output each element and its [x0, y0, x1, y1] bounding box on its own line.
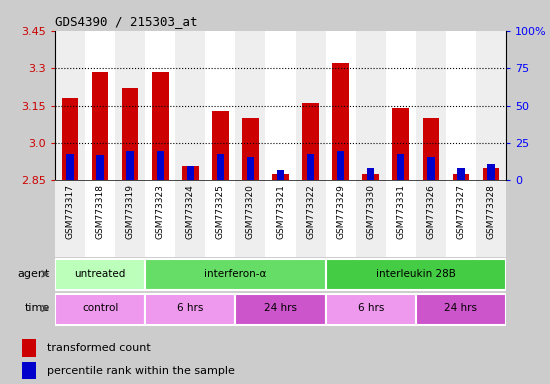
Bar: [22, 339, 36, 356]
Bar: [307, 154, 314, 180]
Bar: [356, 31, 386, 180]
Bar: [22, 362, 36, 379]
Bar: [145, 259, 326, 290]
Text: GSM773323: GSM773323: [156, 184, 165, 239]
Text: interferon-α: interferon-α: [204, 269, 267, 279]
Text: agent: agent: [17, 269, 50, 279]
Text: GSM773330: GSM773330: [366, 184, 375, 239]
Bar: [126, 151, 134, 180]
Bar: [457, 169, 465, 180]
Text: transformed count: transformed count: [47, 343, 151, 353]
Text: GSM773331: GSM773331: [396, 184, 405, 239]
Bar: [67, 154, 74, 180]
Bar: [295, 180, 326, 257]
Text: percentile rank within the sample: percentile rank within the sample: [47, 366, 235, 376]
Bar: [205, 180, 235, 257]
Bar: [356, 180, 386, 257]
Bar: [115, 180, 145, 257]
Bar: [205, 31, 235, 180]
Text: GSM773327: GSM773327: [456, 184, 465, 239]
Bar: [483, 168, 499, 180]
Bar: [295, 31, 326, 180]
Text: time: time: [24, 303, 50, 313]
Bar: [175, 31, 205, 180]
Text: GSM773322: GSM773322: [306, 184, 315, 239]
Text: GSM773329: GSM773329: [336, 184, 345, 239]
Bar: [427, 157, 435, 180]
Text: GSM773317: GSM773317: [65, 184, 75, 239]
Text: GSM773324: GSM773324: [186, 184, 195, 239]
Bar: [446, 180, 476, 257]
Bar: [397, 154, 404, 180]
Text: GSM773326: GSM773326: [426, 184, 436, 239]
Bar: [175, 180, 205, 257]
Bar: [55, 31, 85, 180]
Text: GSM773328: GSM773328: [486, 184, 496, 239]
Bar: [337, 151, 344, 180]
Bar: [416, 180, 446, 257]
Bar: [266, 31, 295, 180]
Bar: [362, 174, 379, 180]
Text: GSM773318: GSM773318: [96, 184, 104, 239]
Text: 24 hrs: 24 hrs: [444, 303, 477, 313]
Bar: [422, 118, 439, 180]
Text: GSM773321: GSM773321: [276, 184, 285, 239]
Text: untreated: untreated: [74, 269, 126, 279]
Bar: [62, 98, 78, 180]
Bar: [487, 164, 494, 180]
Bar: [145, 31, 175, 180]
Bar: [217, 154, 224, 180]
Bar: [182, 166, 199, 180]
Bar: [476, 31, 506, 180]
Bar: [235, 31, 266, 180]
Text: 24 hrs: 24 hrs: [264, 303, 297, 313]
Text: control: control: [82, 303, 118, 313]
Text: 6 hrs: 6 hrs: [177, 303, 204, 313]
Bar: [326, 31, 356, 180]
Bar: [476, 180, 506, 257]
Text: GDS4390 / 215303_at: GDS4390 / 215303_at: [55, 15, 197, 28]
Bar: [235, 293, 326, 324]
Bar: [302, 103, 319, 180]
Text: interleukin 28B: interleukin 28B: [376, 269, 456, 279]
Bar: [92, 72, 108, 180]
Bar: [386, 180, 416, 257]
Bar: [235, 180, 266, 257]
Bar: [122, 88, 139, 180]
Bar: [145, 293, 235, 324]
Text: GSM773319: GSM773319: [125, 184, 135, 239]
Bar: [55, 180, 85, 257]
Bar: [212, 111, 229, 180]
Bar: [266, 180, 295, 257]
Bar: [96, 155, 104, 180]
Bar: [367, 169, 375, 180]
Bar: [242, 118, 258, 180]
Bar: [416, 31, 446, 180]
Bar: [272, 174, 289, 180]
Bar: [186, 166, 194, 180]
Text: GSM773325: GSM773325: [216, 184, 225, 239]
Bar: [55, 293, 145, 324]
Bar: [115, 31, 145, 180]
Bar: [326, 293, 416, 324]
Bar: [453, 174, 469, 180]
Bar: [85, 180, 115, 257]
Bar: [326, 259, 506, 290]
Bar: [157, 151, 164, 180]
Text: 6 hrs: 6 hrs: [358, 303, 384, 313]
Bar: [332, 63, 349, 180]
Text: GSM773320: GSM773320: [246, 184, 255, 239]
Bar: [152, 72, 168, 180]
Bar: [393, 108, 409, 180]
Bar: [386, 31, 416, 180]
Bar: [446, 31, 476, 180]
Bar: [145, 180, 175, 257]
Bar: [277, 170, 284, 180]
Bar: [326, 180, 356, 257]
Bar: [55, 259, 145, 290]
Bar: [85, 31, 115, 180]
Bar: [416, 293, 506, 324]
Bar: [247, 157, 254, 180]
